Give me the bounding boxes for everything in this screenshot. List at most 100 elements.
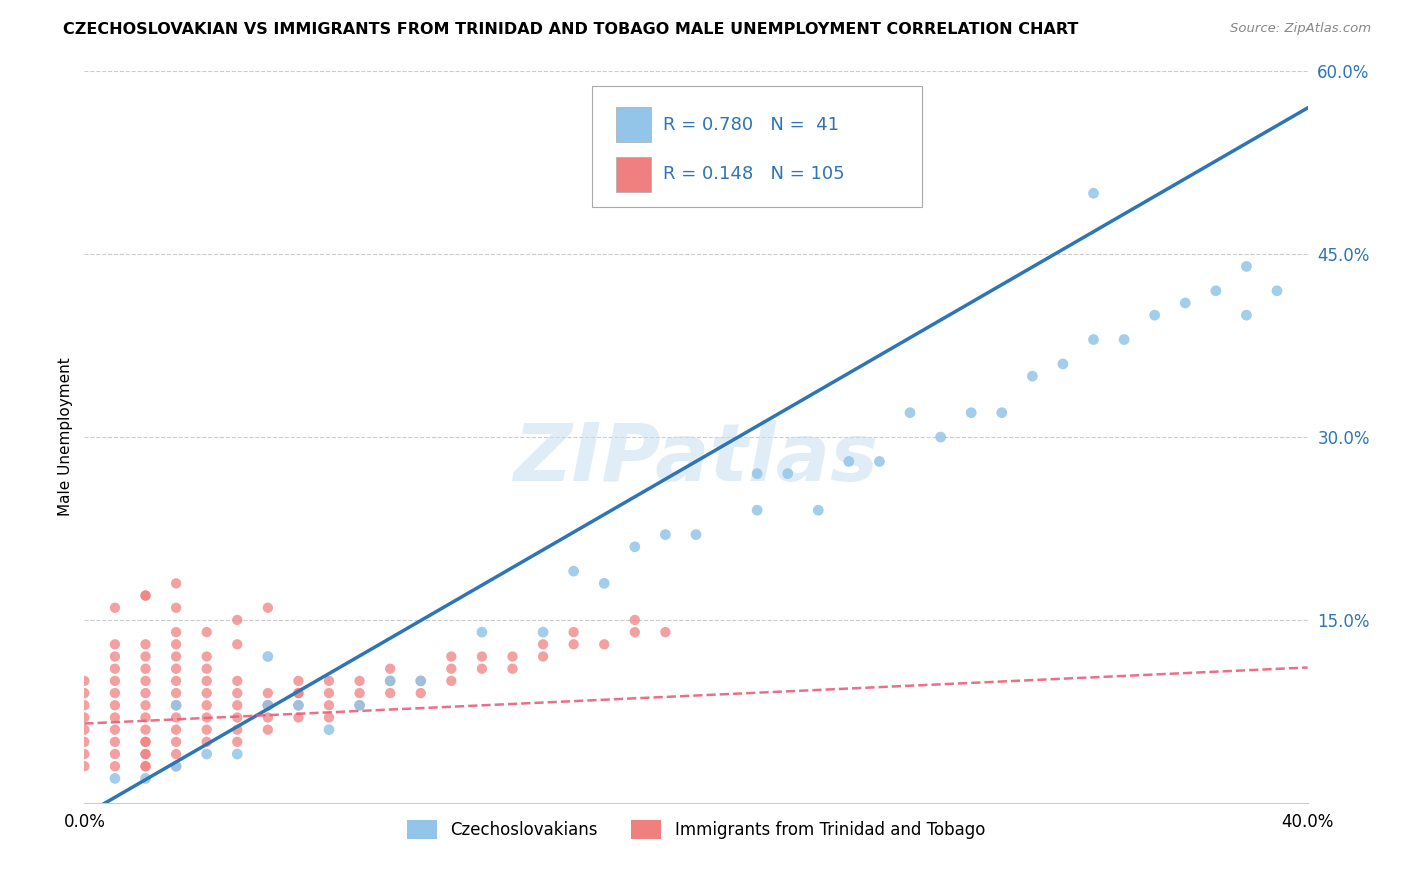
Text: CZECHOSLOVAKIAN VS IMMIGRANTS FROM TRINIDAD AND TOBAGO MALE UNEMPLOYMENT CORRELA: CZECHOSLOVAKIAN VS IMMIGRANTS FROM TRINI…	[63, 22, 1078, 37]
Point	[287, 673, 309, 688]
Point	[747, 503, 769, 517]
FancyBboxPatch shape	[616, 157, 651, 192]
Point	[624, 625, 647, 640]
Point	[562, 564, 585, 578]
Point	[471, 649, 494, 664]
Point	[165, 698, 187, 713]
Point	[165, 735, 187, 749]
Point	[318, 710, 340, 724]
Point	[104, 686, 127, 700]
Point	[440, 662, 463, 676]
FancyBboxPatch shape	[592, 86, 922, 207]
Point	[165, 747, 187, 761]
Point	[73, 673, 96, 688]
Point	[135, 698, 157, 713]
Point	[73, 710, 96, 724]
Point	[257, 698, 280, 713]
Point	[73, 723, 96, 737]
Point	[165, 576, 187, 591]
Point	[195, 723, 218, 737]
Point	[502, 649, 524, 664]
Point	[409, 686, 432, 700]
Point	[135, 662, 157, 676]
Point	[195, 747, 218, 761]
Point	[135, 723, 157, 737]
Point	[349, 686, 371, 700]
Point	[73, 747, 96, 761]
Point	[104, 772, 127, 786]
Point	[440, 673, 463, 688]
Point	[318, 686, 340, 700]
Point	[104, 637, 127, 651]
Text: R = 0.148   N = 105: R = 0.148 N = 105	[664, 166, 845, 184]
Point	[1083, 333, 1105, 347]
Point	[349, 698, 371, 713]
Point	[195, 710, 218, 724]
Point	[747, 467, 769, 481]
Point	[73, 698, 96, 713]
Point	[380, 686, 402, 700]
Point	[226, 637, 249, 651]
Point	[593, 576, 616, 591]
Point	[562, 637, 585, 651]
Point	[776, 467, 799, 481]
Point	[318, 723, 340, 737]
Point	[135, 735, 157, 749]
Text: ZIPatlas: ZIPatlas	[513, 420, 879, 498]
Point	[349, 698, 371, 713]
Point	[318, 673, 340, 688]
Point	[531, 649, 554, 664]
Point	[73, 686, 96, 700]
Point	[380, 662, 402, 676]
Point	[807, 503, 830, 517]
Point	[195, 673, 218, 688]
Legend: Czechoslovakians, Immigrants from Trinidad and Tobago: Czechoslovakians, Immigrants from Trinid…	[401, 814, 991, 846]
Text: R = 0.780   N =  41: R = 0.780 N = 41	[664, 116, 839, 134]
Point	[165, 600, 187, 615]
Point	[318, 698, 340, 713]
Point	[135, 710, 157, 724]
Point	[165, 662, 187, 676]
Point	[1021, 369, 1043, 384]
Point	[165, 625, 187, 640]
Point	[471, 662, 494, 676]
Point	[73, 759, 96, 773]
Point	[1114, 333, 1136, 347]
Point	[409, 673, 432, 688]
Point	[531, 625, 554, 640]
Y-axis label: Male Unemployment: Male Unemployment	[58, 358, 73, 516]
Point	[135, 686, 157, 700]
Point	[135, 735, 157, 749]
Point	[471, 625, 494, 640]
Point	[1205, 284, 1227, 298]
Point	[104, 723, 127, 737]
Point	[380, 673, 402, 688]
Point	[226, 710, 249, 724]
Point	[165, 759, 187, 773]
Point	[135, 747, 157, 761]
Point	[654, 625, 676, 640]
Point	[287, 710, 309, 724]
Point	[195, 649, 218, 664]
Point	[287, 698, 309, 713]
Point	[135, 649, 157, 664]
Point	[165, 723, 187, 737]
Point	[898, 406, 921, 420]
Point	[195, 662, 218, 676]
Point	[257, 710, 280, 724]
Point	[165, 686, 187, 700]
Point	[104, 698, 127, 713]
Point	[257, 686, 280, 700]
Point	[226, 673, 249, 688]
Point	[1236, 308, 1258, 322]
Point	[104, 759, 127, 773]
Point	[135, 637, 157, 651]
Point	[960, 406, 983, 420]
Point	[380, 673, 402, 688]
Point	[1143, 308, 1166, 322]
Point	[1236, 260, 1258, 274]
Point	[226, 686, 249, 700]
Point	[104, 735, 127, 749]
Point	[1052, 357, 1074, 371]
Point	[165, 637, 187, 651]
